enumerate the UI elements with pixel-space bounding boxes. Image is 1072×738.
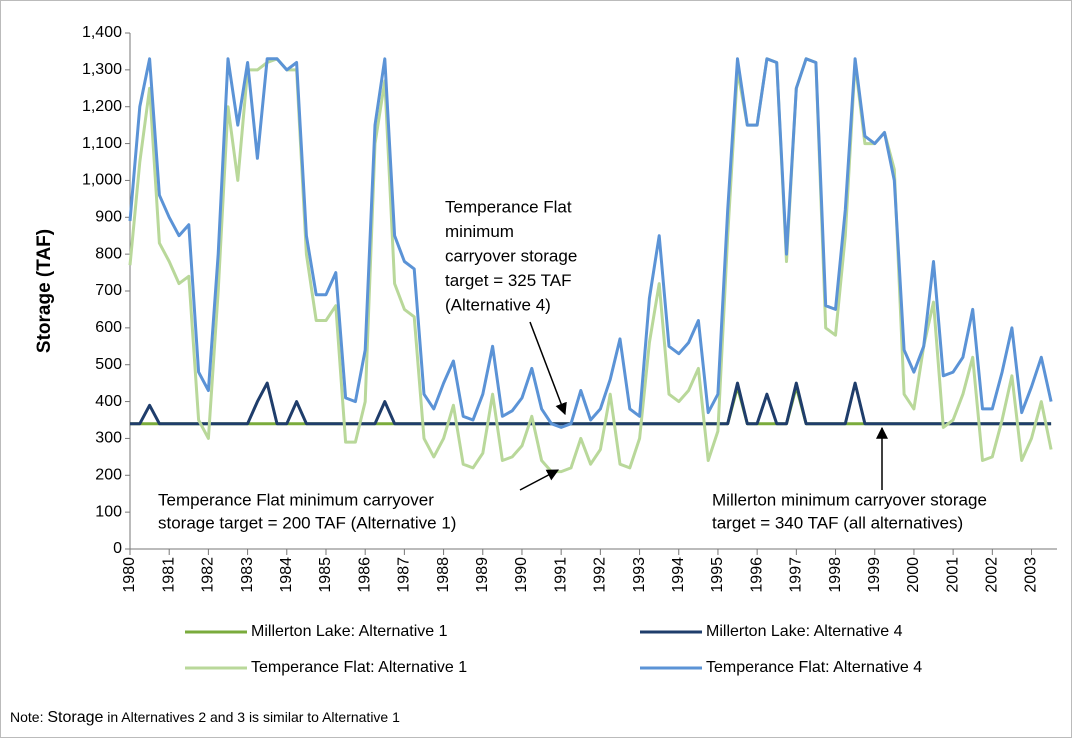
annotation: Temperance Flat [445, 197, 572, 216]
note: Note: Storage in Alternatives 2 and 3 is… [10, 709, 400, 727]
x-tick-label: 1987 [396, 557, 413, 593]
y-tick-label: 700 [95, 282, 122, 299]
annotation: target = 325 TAF [445, 271, 571, 290]
y-tick-label: 0 [113, 540, 122, 557]
annotation: target = 340 TAF (all alternatives) [712, 513, 963, 532]
x-tick-label: 1997 [788, 557, 805, 593]
x-tick-label: 1998 [827, 557, 844, 593]
y-tick-label: 100 [95, 503, 122, 520]
legend-label: Millerton Lake: Alternative 4 [706, 623, 903, 640]
y-tick-label: 1,400 [82, 24, 122, 41]
x-tick-label: 1988 [435, 557, 452, 593]
x-tick-label: 1994 [670, 557, 687, 593]
x-tick-label: 2000 [905, 557, 922, 593]
x-tick-label: 1982 [200, 557, 217, 593]
x-tick-label: 1990 [513, 557, 530, 593]
x-tick-label: 1984 [278, 557, 295, 593]
x-tick-label: 2003 [1023, 557, 1040, 593]
y-tick-label: 1,100 [82, 135, 122, 152]
x-tick-label: 1980 [121, 557, 138, 593]
annotation: Temperance Flat minimum carryover [158, 490, 434, 509]
x-tick-label: 1999 [866, 557, 883, 593]
y-tick-label: 200 [95, 467, 122, 484]
y-tick-label: 400 [95, 393, 122, 410]
arrow [519, 469, 560, 491]
x-tick-label: 1989 [474, 557, 491, 593]
y-tick-label: 300 [95, 430, 122, 447]
series-line [128, 57, 1053, 429]
annotation: (Alternative 4) [445, 295, 551, 314]
annotation: carryover storage [445, 246, 577, 265]
x-tick-label: 1991 [552, 557, 569, 593]
y-axis-label: Storage (TAF) [34, 229, 55, 353]
x-tick-label: 1993 [631, 557, 648, 593]
x-tick-label: 2002 [984, 557, 1001, 593]
y-tick-label: 600 [95, 319, 122, 336]
x-tick-label: 1996 [748, 557, 765, 593]
legend-label: Temperance Flat: Alternative 4 [706, 659, 922, 676]
y-tick-label: 1,300 [82, 61, 122, 78]
x-tick-label: 1981 [160, 557, 177, 593]
y-tick-label: 1,200 [82, 98, 122, 115]
x-tick-label: 2001 [944, 557, 961, 593]
x-tick-label: 1986 [356, 557, 373, 593]
y-tick-label: 500 [95, 356, 122, 373]
y-tick-label: 1,000 [82, 172, 122, 189]
legend-label: Temperance Flat: Alternative 1 [251, 659, 467, 676]
legend-label: Millerton Lake: Alternative 1 [251, 623, 448, 640]
annotation: storage target = 200 TAF (Alternative 1) [158, 513, 456, 532]
arrow [529, 321, 567, 416]
y-tick-label: 800 [95, 245, 122, 262]
series-line [130, 381, 1052, 426]
y-tick-label: 900 [95, 209, 122, 226]
x-tick-label: 1983 [239, 557, 256, 593]
x-tick-label: 1995 [709, 557, 726, 593]
annotation: Millerton minimum carryover storage [712, 490, 987, 509]
x-tick-label: 1985 [317, 557, 334, 593]
x-tick-label: 1992 [592, 557, 609, 593]
annotation: minimum [445, 222, 514, 241]
